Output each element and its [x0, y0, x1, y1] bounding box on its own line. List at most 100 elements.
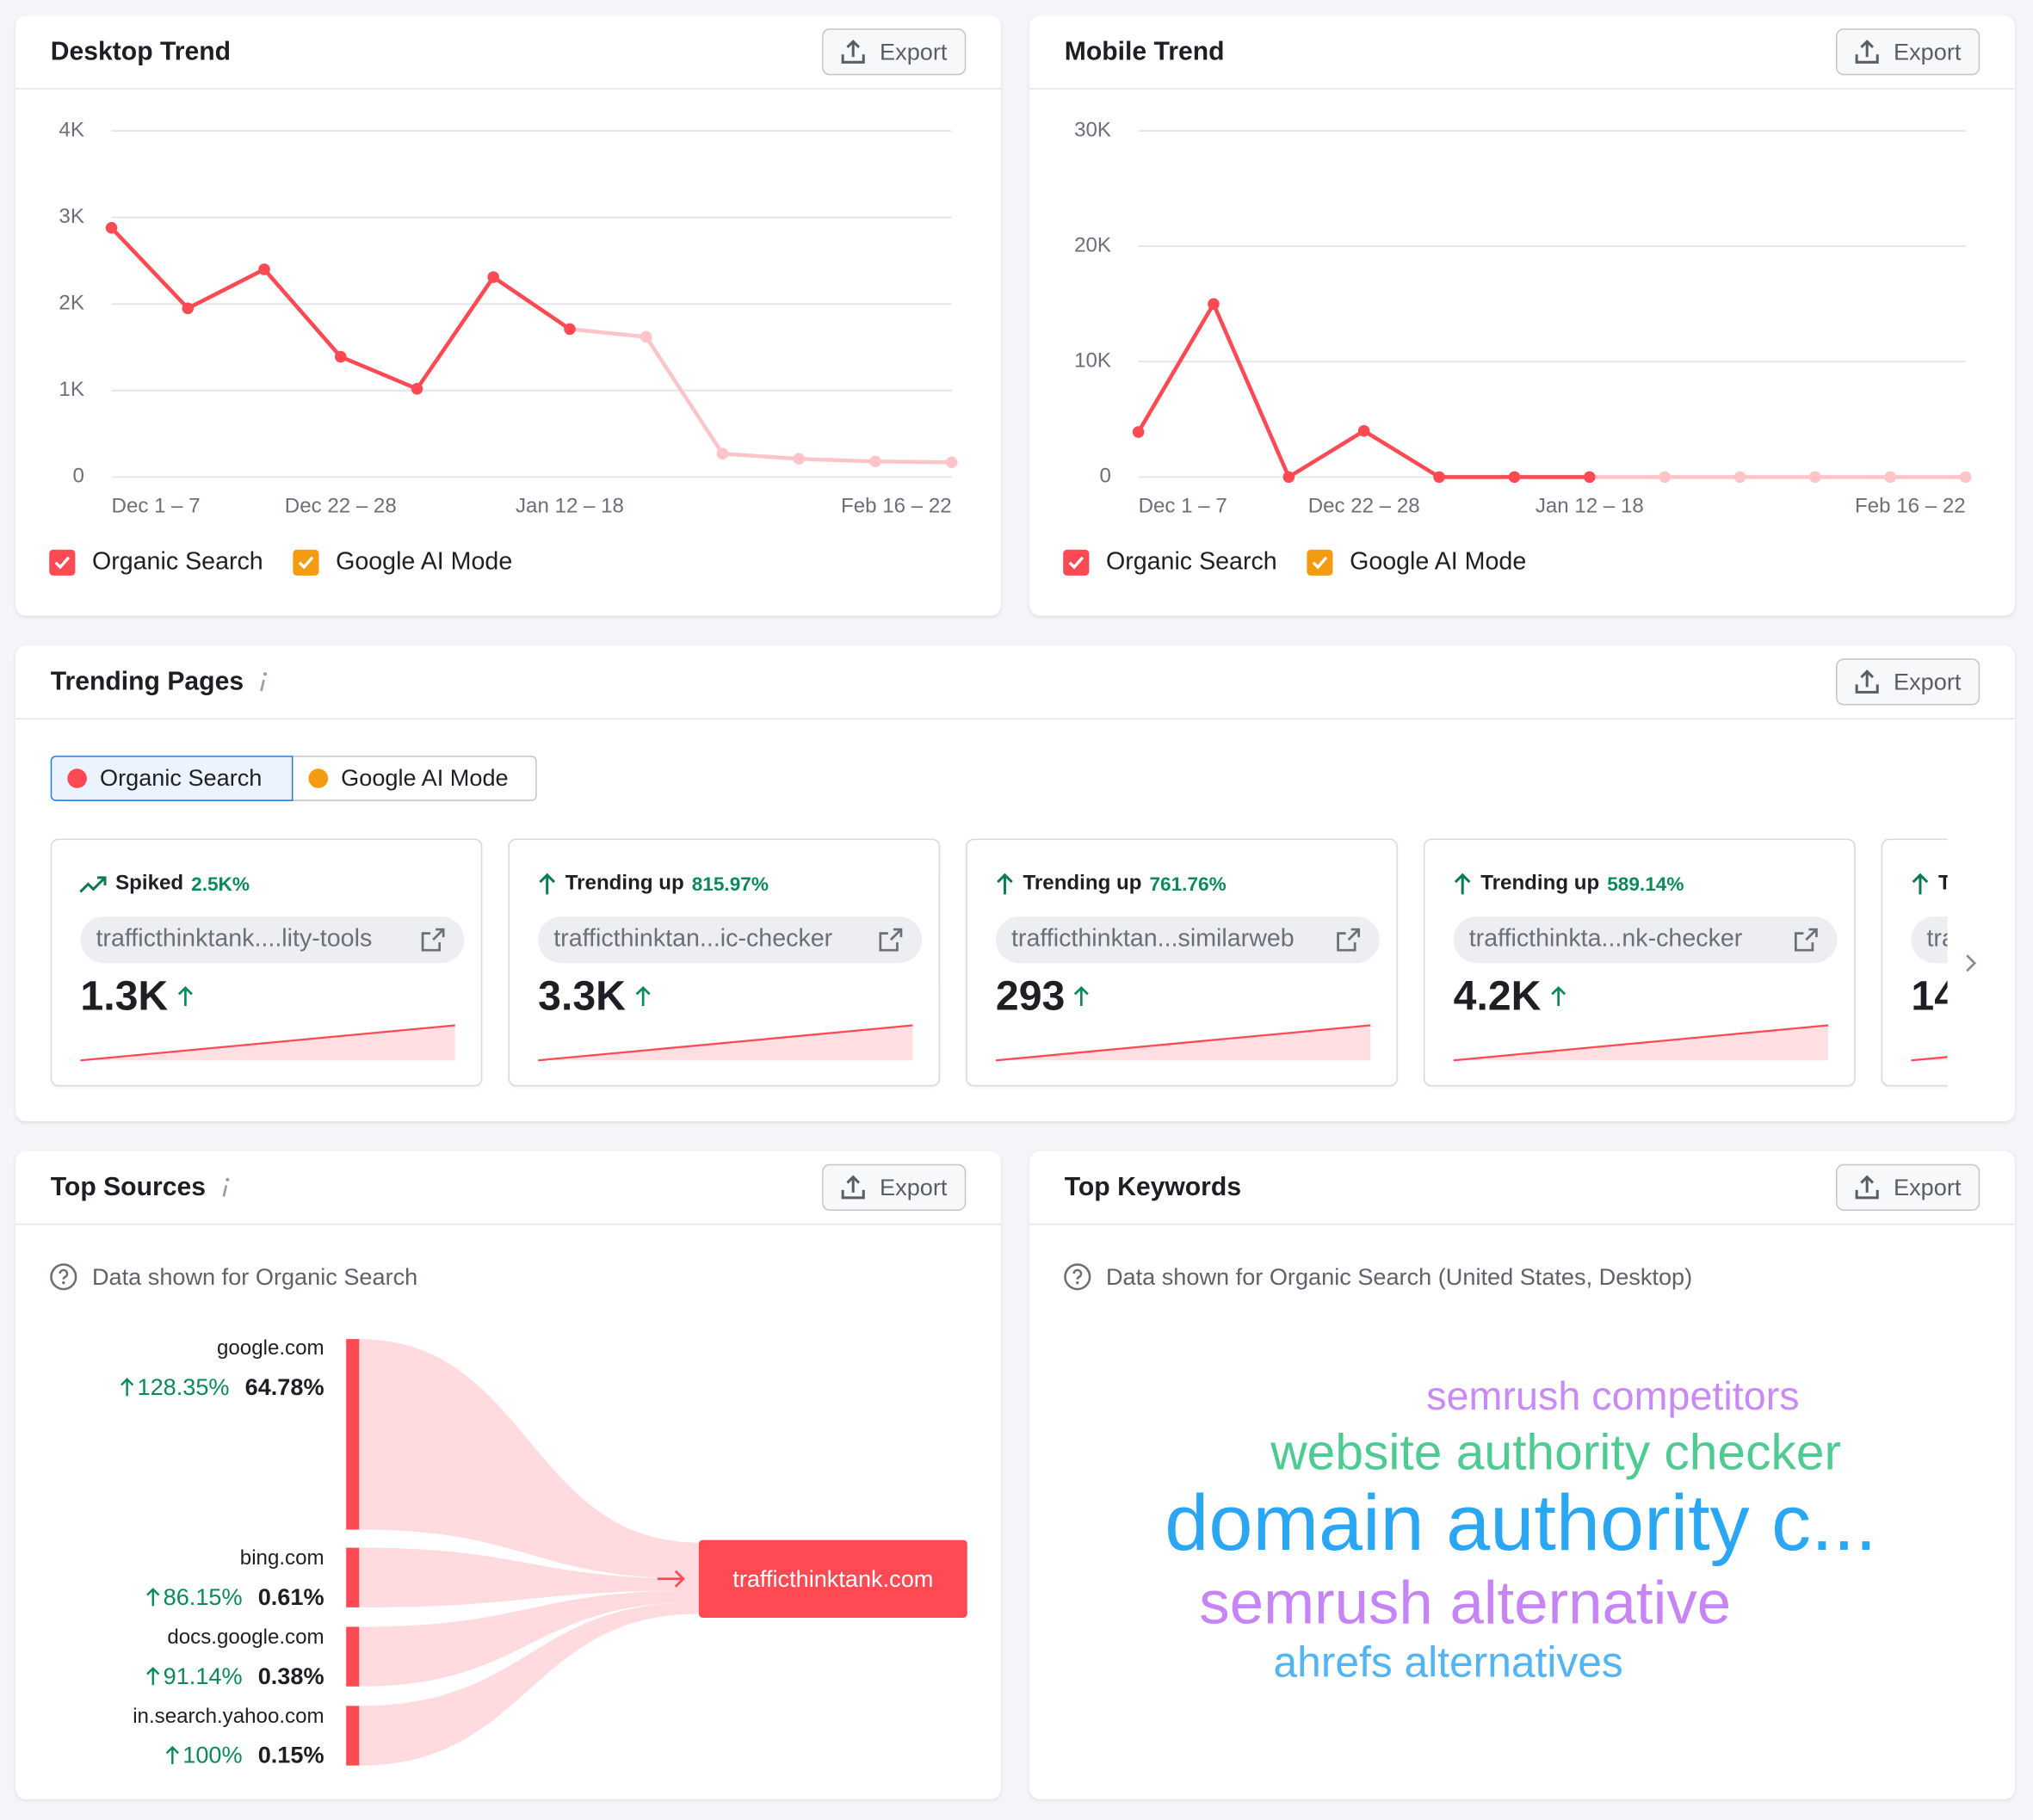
- mobile-trend-panel: 0 10K 20K 30K Dec 1 – 7 Dec 22 – 28 Jan 12 – 1…: [1029, 15, 2015, 616]
- help-icon: [1064, 1263, 1091, 1291]
- page-card[interactable]: Spiked 2.5K% trafficthinktank....lity-too…: [50, 838, 483, 1087]
- data-point: [1659, 471, 1671, 484]
- keyword[interactable]: website authority checker: [1270, 1425, 1842, 1482]
- legend-check: [54, 556, 71, 570]
- data-point: [334, 350, 347, 363]
- legend-checkbox: [293, 549, 319, 576]
- page-card[interactable]: Trending up 815.97% trafficthinktan...ic-…: [508, 838, 941, 1087]
- url-pill[interactable]: trafficthinkta...nk-checker: [1453, 916, 1838, 964]
- data-point: [487, 271, 500, 283]
- data-point: [1357, 424, 1370, 437]
- card-status: Spiked 2.5K%: [79, 870, 250, 898]
- sankey: [346, 1339, 699, 1766]
- data-point: [182, 302, 195, 315]
- legend-checkbox: [49, 549, 76, 576]
- export-icon: [842, 40, 866, 64]
- up-icon: [1454, 873, 1471, 895]
- export-button[interactable]: Export: [822, 1163, 967, 1211]
- sparkline: [1453, 1024, 1829, 1062]
- source-change: 100%: [182, 1741, 243, 1768]
- url-pill[interactable]: trafficthinktan...similarweb: [995, 916, 1380, 964]
- data-point: [1132, 426, 1145, 438]
- data-point: [1884, 471, 1897, 484]
- series-line: [109, 226, 572, 392]
- data-point: [945, 456, 958, 469]
- url-pill[interactable]: trafficthinktan...ic-checker: [538, 916, 923, 964]
- card-url: trafficthinkta...nk-checker: [1468, 925, 1743, 953]
- keyword[interactable]: ahrefs alternatives: [1273, 1638, 1623, 1687]
- card-url: trafficthinktan...similarweb: [1010, 925, 1295, 953]
- export-label: Export: [1894, 38, 1962, 65]
- external-icon: [1337, 928, 1361, 952]
- mobile-chart: 0 10K 20K 30K Dec 1 – 7 Dec 22 – 28 Jan 12 – 1…: [1063, 119, 1972, 576]
- y-tick-label: 0: [1100, 465, 1111, 488]
- source-bar: [346, 1547, 360, 1607]
- card-status: T: [1910, 870, 1948, 898]
- card-status: Trending up 815.97%: [537, 870, 769, 898]
- data-point: [1959, 471, 1972, 484]
- divider: [1029, 1224, 2015, 1225]
- data-point: [1433, 471, 1445, 484]
- tab[interactable]: Organic Search: [50, 756, 294, 801]
- series-line: [1136, 301, 1590, 479]
- data-point: [105, 221, 118, 234]
- export-button[interactable]: Export: [1836, 28, 1980, 76]
- export-button[interactable]: Export: [1836, 1163, 1980, 1211]
- source: google.com 128.35% 64.78%: [15, 1336, 324, 1401]
- keyword[interactable]: domain authority c...: [1165, 1478, 1877, 1567]
- tab-dot: [308, 768, 329, 788]
- note-text: Data shown for Organic Search: [91, 1262, 418, 1290]
- url-pill[interactable]: trafficthinktank....lity-tools: [80, 916, 465, 964]
- page-card[interactable]: Trending up 761.76% trafficthinktan...sim…: [966, 838, 1398, 1087]
- export-label: Export: [1894, 668, 1962, 694]
- title-text: Top Keywords: [1064, 1172, 1242, 1201]
- source-share: 0.15%: [257, 1741, 324, 1768]
- card-value-row: 1.3K: [80, 970, 194, 1021]
- x-tick-label: Feb 16 – 22: [1855, 494, 1966, 517]
- legend-check: [1068, 556, 1084, 570]
- x-tick-label: Jan 12 – 18: [516, 494, 624, 517]
- source-bar: [346, 1339, 360, 1530]
- flow-arrow: [657, 1570, 685, 1588]
- card-status: Trending up 761.76%: [994, 870, 1227, 898]
- desktop-trend-panel: 0 1K 2K 3K 4K Dec 1 – 7 Dec 22 – 28 Jan 12 – 18…: [15, 15, 1001, 616]
- y-tick-label: 10K: [1074, 349, 1111, 373]
- up-icon: [165, 1745, 179, 1765]
- y-tick-label: 4K: [59, 119, 83, 142]
- y-tick-label: 1K: [59, 378, 83, 401]
- data-point: [564, 323, 576, 336]
- x-tick-label: Feb 16 – 22: [841, 494, 952, 517]
- card-value: 293: [995, 972, 1066, 1019]
- source-change: 91.14%: [163, 1662, 243, 1689]
- source-name: google.com: [216, 1337, 324, 1360]
- y-tick-label: 0: [73, 465, 84, 488]
- card-value: 14: [1911, 972, 1947, 1019]
- help-icon: [50, 1263, 77, 1291]
- keyword[interactable]: semrush alternative: [1199, 1567, 1732, 1637]
- data-point: [1208, 298, 1220, 311]
- data-point: [716, 447, 729, 460]
- page-card[interactable]: T tra 14: [1881, 838, 1948, 1087]
- card-change: 589.14%: [1607, 873, 1684, 896]
- export-icon: [1856, 669, 1880, 694]
- export-button[interactable]: Export: [1836, 658, 1980, 706]
- export-button[interactable]: Export: [822, 28, 967, 76]
- tab-dot: [67, 768, 87, 788]
- card-label: T: [1938, 873, 1948, 896]
- data-point: [1809, 471, 1821, 484]
- cards-strip: Spiked 2.5K% trafficthinktank....lity-too…: [50, 838, 1948, 1092]
- card-label: Spiked: [115, 872, 184, 895]
- next-arrow[interactable]: [1961, 952, 1981, 975]
- keyword[interactable]: semrush competitors: [1426, 1373, 1800, 1419]
- divider: [15, 1224, 1001, 1225]
- series-line: [1136, 301, 1966, 479]
- url-pill[interactable]: tra: [1911, 916, 1948, 964]
- external-icon: [879, 928, 903, 952]
- sparkline: [80, 1024, 455, 1062]
- page-card[interactable]: Trending up 589.14% trafficthinkta...nk-c…: [1424, 838, 1856, 1087]
- divider: [15, 718, 2015, 720]
- tab[interactable]: Google AI Mode: [291, 756, 537, 801]
- card-label: Trending up: [1023, 872, 1142, 895]
- up-icon: [539, 873, 556, 895]
- external-icon: [1794, 928, 1818, 952]
